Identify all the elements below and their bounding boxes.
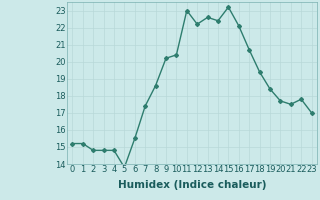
X-axis label: Humidex (Indice chaleur): Humidex (Indice chaleur) — [118, 180, 266, 190]
